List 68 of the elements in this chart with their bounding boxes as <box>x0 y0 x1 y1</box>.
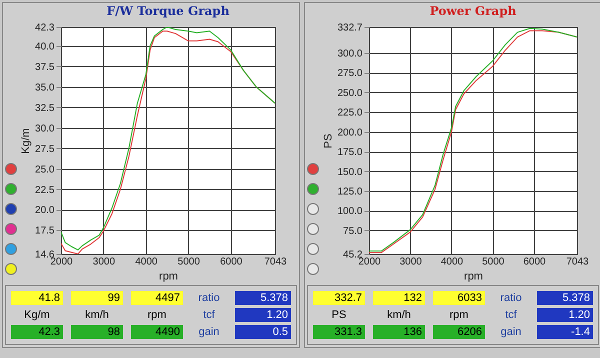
text: 1.20 <box>537 308 593 322</box>
text: 136 <box>373 325 425 339</box>
x-tick-label: 2000 <box>358 256 382 268</box>
y-tick-label: 300.0 <box>337 48 363 60</box>
text: 1.20 <box>235 308 291 322</box>
y-axis-title: PS <box>322 134 334 148</box>
x-tick-label: 6000 <box>523 256 546 268</box>
text: 331.3 <box>313 325 365 339</box>
y-tick-label: 200.0 <box>337 127 363 138</box>
y-tick-label: 250.0 <box>337 88 363 99</box>
text: ratio <box>197 291 221 305</box>
x-tick-label: 7043 <box>264 256 288 268</box>
text: 4497 <box>131 291 183 305</box>
text: rpm <box>448 308 470 322</box>
text: 5.378 <box>537 291 593 305</box>
x-tick-label: 4000 <box>135 256 158 268</box>
text: km/h <box>386 308 412 322</box>
text: 6033 <box>433 291 485 305</box>
x-tick-label: 4000 <box>440 256 464 268</box>
x-axis-title: rpm <box>159 270 178 282</box>
text: tcf <box>202 308 216 322</box>
text: 5.378 <box>235 291 291 305</box>
text: 132 <box>373 291 425 305</box>
x-tick-label: 7043 <box>566 256 590 268</box>
y-axis-title: Kg/m <box>20 128 32 154</box>
y-tick-label: 22.5 <box>35 184 55 196</box>
y-tick-label: 32.5 <box>35 102 55 114</box>
x-axis-title: rpm <box>464 270 483 282</box>
y-tick-label: 150.0 <box>337 166 363 178</box>
text: gain <box>198 325 220 339</box>
text: 98 <box>71 325 123 339</box>
y-tick-label: 37.5 <box>35 62 55 73</box>
x-tick-label: 3000 <box>400 256 422 268</box>
y-tick-label: 100.0 <box>337 206 363 218</box>
x-tick-label: 5000 <box>178 256 200 268</box>
text: PS <box>330 308 348 322</box>
chart-title: Power Graph <box>430 4 517 18</box>
chart-title: F/W Torque Graph <box>106 4 230 18</box>
y-tick-label: 75.0 <box>343 226 363 237</box>
y-tick-label: 125.0 <box>337 186 363 198</box>
y-tick-label: 225.0 <box>337 108 363 119</box>
text: rpm <box>146 308 168 322</box>
text: gain <box>500 325 522 339</box>
y-tick-label: 30.0 <box>35 123 55 134</box>
text: 4490 <box>131 325 183 339</box>
x-tick-label: 3000 <box>92 256 116 268</box>
y-tick-label: 40.0 <box>35 41 55 52</box>
x-tick-label: 6000 <box>220 256 243 268</box>
y-tick-label: 27.5 <box>35 144 55 155</box>
y-tick-label: 35.0 <box>35 82 55 94</box>
y-tick-label: 17.5 <box>35 226 55 237</box>
text: 99 <box>71 291 123 305</box>
text: ratio <box>499 291 523 305</box>
y-tick-label: 20.0 <box>35 205 55 216</box>
text: 6206 <box>433 325 485 339</box>
text: Kg/m <box>23 308 51 322</box>
text: tcf <box>504 308 518 322</box>
x-tick-label: 5000 <box>482 256 505 268</box>
y-tick-label: 25.0 <box>35 164 55 176</box>
text: 41.8 <box>11 291 63 305</box>
y-tick-label: 175.0 <box>337 147 363 158</box>
y-tick-label: 42.3 <box>35 22 55 34</box>
text: -1.4 <box>537 325 593 339</box>
text: 0.5 <box>235 325 291 339</box>
text: km/h <box>84 308 110 322</box>
y-tick-label: 332.7 <box>337 22 363 34</box>
y-tick-label: 275.0 <box>337 68 363 80</box>
x-tick-label: 2000 <box>50 256 74 268</box>
